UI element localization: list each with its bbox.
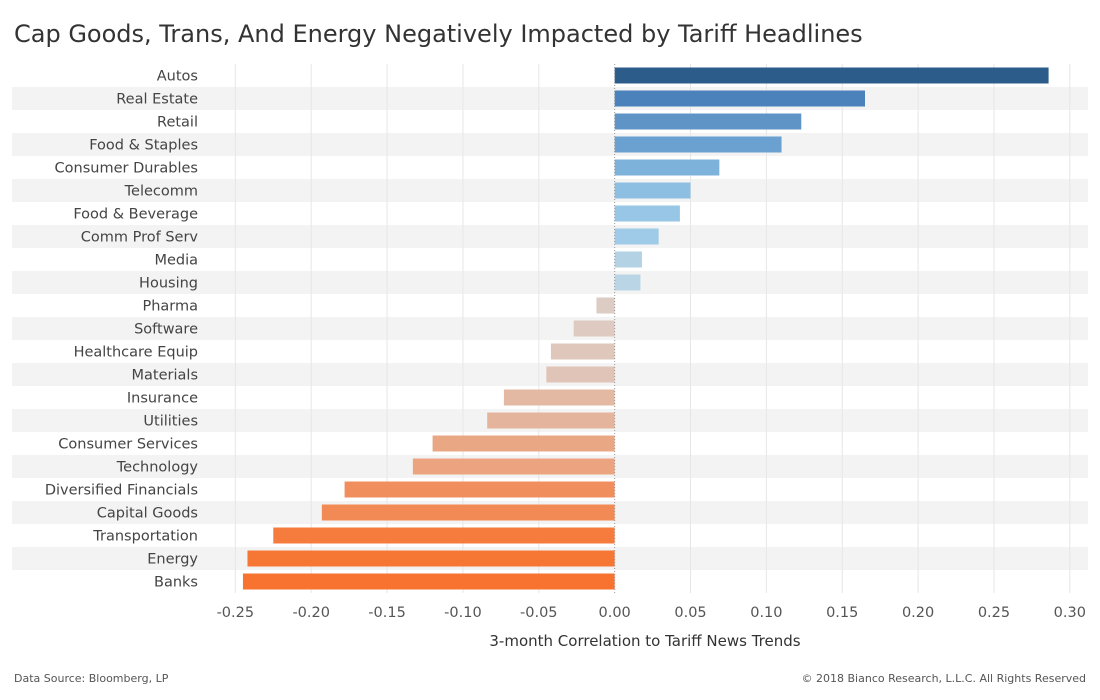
bar [546,366,615,383]
category-label: Food & Beverage [73,207,198,223]
category-label: Telecomm [124,184,198,200]
category-label: Retail [157,115,198,131]
bar [614,136,782,153]
x-tick-label: 0.20 [902,605,934,621]
category-label: Transportation [92,529,198,545]
category-label: Technology [116,460,199,476]
x-tick-label: 0.00 [599,605,631,621]
bar [242,573,615,590]
category-label: Autos [157,69,198,85]
category-label: Comm Prof Serv [81,230,199,246]
data-source: Data Source: Bloomberg, LP [14,672,169,685]
x-tick-labels: -0.25 -0.20 -0.15 -0.10 -0.05 0.00 0.05 0.10 0.1… [217,605,1086,621]
row-band [12,225,1088,248]
x-tick-label: -0.10 [444,605,482,621]
category-label: Software [134,322,198,338]
bar [614,113,802,130]
bar [432,435,615,452]
bar [614,251,642,268]
category-label: Insurance [127,391,198,407]
category-labels: Autos Real Estate Retail Food & Staples Cons… [45,69,199,591]
category-label: Real Estate [116,92,198,108]
category-label: Capital Goods [97,506,198,522]
bar [596,297,615,314]
x-tick-label: -0.20 [292,605,330,621]
x-tick-label: 0.25 [978,605,1010,621]
bar [412,458,615,475]
row-band [12,317,1088,340]
bar [273,527,615,544]
category-label: Media [154,253,198,269]
category-label: Food & Staples [89,138,198,154]
bar [503,389,615,406]
row-band [12,271,1088,294]
bars [242,67,1049,590]
bar [550,343,615,360]
bar [614,205,680,222]
category-label: Housing [139,276,198,292]
bar [614,67,1049,84]
category-label: Materials [132,368,198,384]
category-label: Consumer Durables [55,161,198,177]
category-label: Healthcare Equip [74,345,198,361]
bar [247,550,615,567]
bar [573,320,615,337]
x-tick-label: 0.30 [1054,605,1086,621]
bar [321,504,615,521]
bar [487,412,615,429]
bar [614,228,659,245]
chart-title: Cap Goods, Trans, And Energy Negatively … [14,20,863,48]
category-label: Utilities [143,414,198,430]
category-label: Banks [154,575,198,591]
x-tick-label: 0.15 [826,605,858,621]
row-band [12,133,1088,156]
bar [614,182,691,199]
bar [344,481,615,498]
x-tick-label: -0.15 [368,605,406,621]
x-tick-label: -0.25 [217,605,255,621]
bar [614,159,720,176]
x-tick-label: 0.05 [674,605,706,621]
category-label: Diversified Financials [45,483,198,499]
category-label: Pharma [142,299,198,315]
copyright: © 2018 Bianco Research, L.L.C. All Right… [801,672,1086,685]
category-label: Energy [147,552,198,568]
category-label: Consumer Services [58,437,198,453]
bar [614,274,641,291]
row-band [12,179,1088,202]
x-tick-label: -0.05 [520,605,558,621]
x-axis-label: 3-month Correlation to Tariff News Trend… [489,632,800,650]
x-tick-label: 0.10 [750,605,782,621]
bar [614,90,865,107]
